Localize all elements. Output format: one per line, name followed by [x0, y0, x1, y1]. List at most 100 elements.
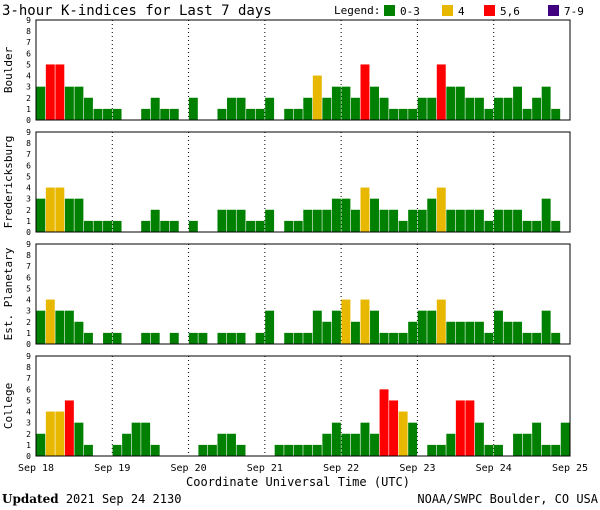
- panel-2-bar-36: [379, 332, 389, 344]
- panel-3-bar-43: [446, 433, 456, 456]
- panel-0-bar-37: [389, 108, 399, 120]
- x-tick-0: Sep 18: [18, 463, 54, 474]
- legend-item-1: 4: [458, 5, 465, 18]
- panel-0-bar-32: [341, 86, 351, 120]
- panel-0-bar-52: [532, 97, 542, 120]
- panel-1-bar-49: [503, 209, 513, 232]
- panel-3-bar-28: [303, 444, 313, 456]
- panel-0-bar-47: [484, 108, 494, 120]
- panel-3-ytick-8: 8: [26, 363, 31, 372]
- panel-2-bar-48: [494, 310, 503, 344]
- panel-3-bar-33: [350, 433, 360, 456]
- panel-0-ytick-1: 1: [26, 105, 31, 114]
- panel-0-bar-2: [55, 64, 65, 120]
- panel-2-bar-26: [284, 332, 294, 344]
- panel-2-bar-5: [83, 332, 93, 344]
- panel-0-bar-19: [217, 108, 227, 120]
- panel-1-bar-32: [341, 198, 351, 232]
- x-tick-2: Sep 20: [171, 463, 207, 474]
- legend-item-3: 7-9: [564, 5, 584, 18]
- panel-3-ytick-1: 1: [26, 441, 31, 450]
- panel-0-bar-50: [513, 86, 523, 120]
- panel-2-bar-33: [350, 321, 360, 344]
- panel-2-bar-52: [532, 332, 542, 344]
- panel-3-bar-50: [513, 433, 523, 456]
- panel-3-bar-8: [112, 444, 122, 456]
- panel-0-bar-45: [465, 97, 475, 120]
- panel-1-bar-46: [474, 209, 484, 232]
- panel-2-bar-35: [370, 310, 379, 344]
- panel-3-ytick-7: 7: [26, 374, 31, 383]
- panel-2-bar-28: [303, 332, 313, 344]
- panel-2-bar-47: [484, 332, 494, 344]
- panel-3-bar-39: [408, 422, 418, 456]
- legend-label: Legend:: [334, 4, 380, 17]
- panel-2-ytick-8: 8: [26, 251, 31, 260]
- panel-3-bar-35: [370, 433, 379, 456]
- panel-0-bar-29: [312, 75, 322, 120]
- legend-swatch-3: [548, 5, 559, 16]
- panel-2-bar-8: [112, 332, 122, 344]
- panel-3-bar-9: [122, 433, 132, 456]
- panel-label-2: Est. Planetary: [2, 247, 15, 340]
- panel-2-bar-53: [541, 310, 551, 344]
- panel-1-bar-51: [522, 220, 532, 232]
- panel-2-ytick-4: 4: [26, 296, 31, 305]
- panel-3-ytick-3: 3: [26, 419, 31, 428]
- panel-0-bar-11: [141, 108, 151, 120]
- updated-label: Updated: [2, 492, 59, 506]
- panel-1-bar-42: [436, 187, 446, 232]
- panel-2-bar-42: [436, 299, 446, 344]
- panel-3-bar-17: [198, 444, 208, 456]
- panel-0-ytick-2: 2: [26, 94, 31, 103]
- panel-2-bar-14: [169, 332, 179, 344]
- panel-0-ytick-6: 6: [26, 49, 31, 58]
- panel-0-bar-34: [360, 64, 370, 120]
- legend-item-2: 5,6: [500, 5, 520, 18]
- panel-1-bar-22: [246, 220, 256, 232]
- panel-0-bar-42: [436, 64, 446, 120]
- panel-0-bar-43: [446, 86, 456, 120]
- panel-1-bar-44: [455, 209, 465, 232]
- panel-3-bar-36: [379, 389, 389, 456]
- panel-2-ytick-5: 5: [26, 284, 31, 293]
- panel-0-ytick-7: 7: [26, 38, 31, 47]
- panel-2-bar-12: [150, 332, 160, 344]
- panel-3-ytick-4: 4: [26, 408, 31, 417]
- panel-1-bar-47: [484, 220, 494, 232]
- panel-1-bar-2: [55, 187, 65, 232]
- panel-2-bar-54: [551, 332, 561, 344]
- panel-2-bar-17: [198, 332, 208, 344]
- panel-0-ytick-3: 3: [26, 83, 31, 92]
- panel-1-bar-28: [303, 209, 313, 232]
- panel-0-frame: [35, 19, 571, 121]
- panel-3-bar-48: [494, 444, 503, 456]
- panel-0-bar-14: [169, 108, 179, 120]
- panel-1-bar-52: [532, 220, 542, 232]
- panel-1-ytick-2: 2: [26, 206, 31, 215]
- panel-2-bar-29: [312, 310, 322, 344]
- panel-0-bar-30: [322, 97, 332, 120]
- panel-3-bar-0: [36, 433, 46, 456]
- panel-1-bar-20: [227, 209, 236, 232]
- panel-2-ytick-3: 3: [26, 307, 31, 316]
- panel-0-bar-48: [494, 97, 503, 120]
- panel-3-bar-46: [474, 422, 484, 456]
- panel-1-ytick-4: 4: [26, 184, 31, 193]
- panel-2-bar-45: [465, 321, 475, 344]
- panel-1-bar-11: [141, 220, 151, 232]
- panel-1-ytick-8: 8: [26, 139, 31, 148]
- panel-0-bar-44: [455, 86, 465, 120]
- panel-1-bar-0: [36, 198, 46, 232]
- x-tick-7: Sep 25: [552, 463, 588, 474]
- panel-0-bar-16: [188, 97, 198, 120]
- panel-0-bar-27: [293, 108, 303, 120]
- panel-3-bar-3: [64, 400, 74, 456]
- panel-0-bar-33: [350, 97, 360, 120]
- panel-0-ytick-5: 5: [26, 60, 31, 69]
- panel-2-bar-16: [188, 332, 198, 344]
- panel-3-bar-21: [236, 444, 246, 456]
- panel-1-bar-14: [169, 220, 179, 232]
- panel-3-bar-55: [560, 422, 570, 456]
- panel-2-bar-21: [236, 332, 246, 344]
